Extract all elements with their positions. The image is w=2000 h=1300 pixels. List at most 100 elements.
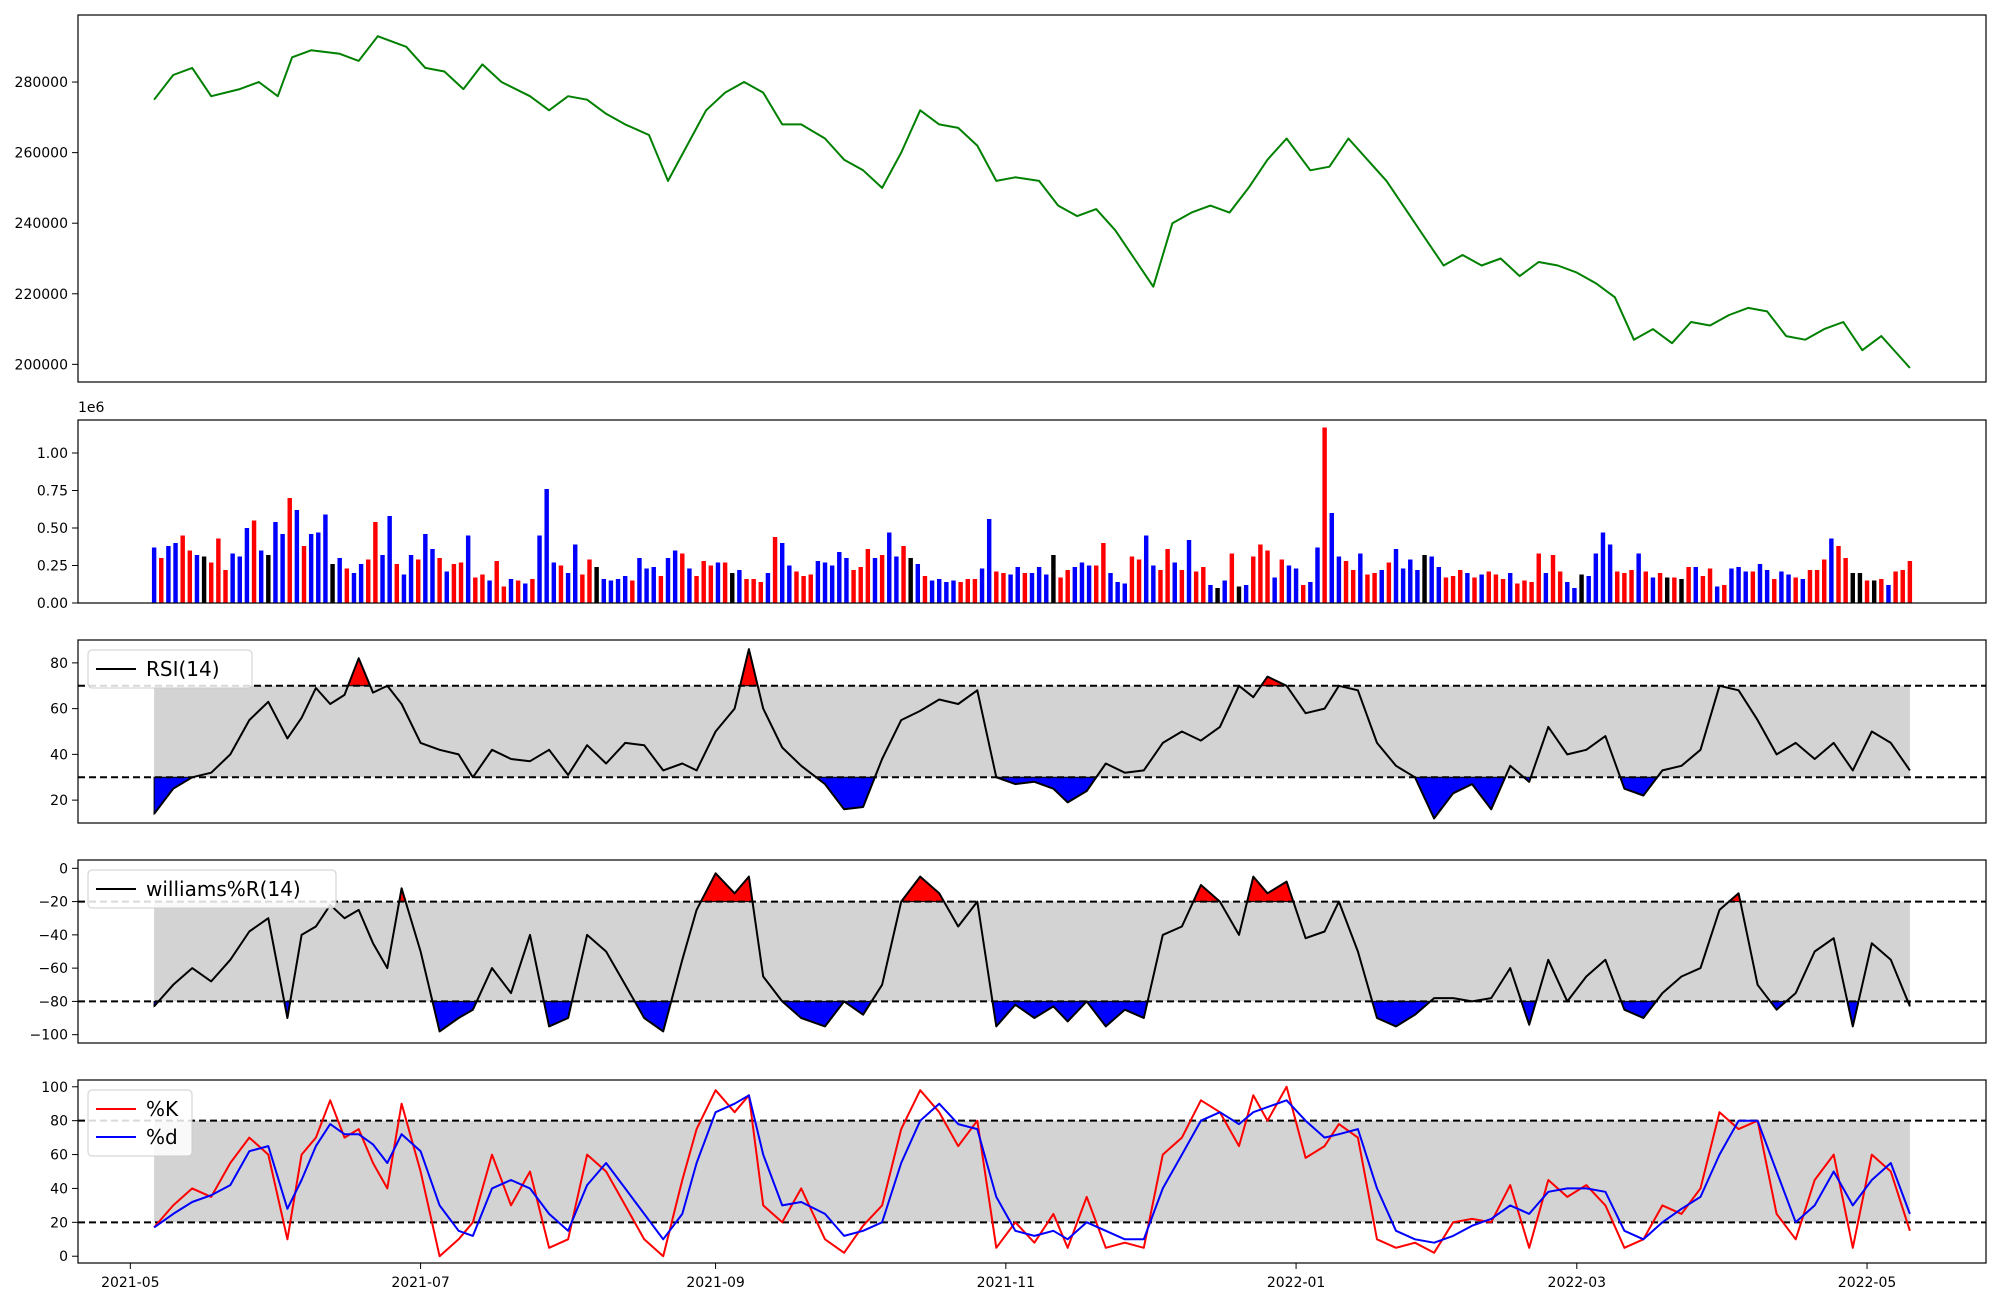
volume-bar <box>1051 555 1056 603</box>
volume-bar <box>1251 556 1256 603</box>
legend-label: williams%R(14) <box>146 877 301 901</box>
volume-bar <box>401 574 407 603</box>
volume-bar <box>508 579 514 603</box>
volume-bar <box>430 549 435 603</box>
y-tick-label: 80 <box>50 656 68 672</box>
volume-bar <box>1807 570 1813 603</box>
axes-frame <box>77 639 1987 824</box>
volume-bar <box>1179 570 1185 603</box>
volume-bar <box>1236 586 1242 603</box>
overbought-fill <box>1246 875 1294 903</box>
threshold-band <box>154 901 1910 1002</box>
volume-bar <box>1515 583 1520 603</box>
y-tick-label: 20 <box>50 793 68 809</box>
volume-bar <box>837 552 842 603</box>
volume-bar <box>1600 532 1606 603</box>
y-tick-label: 100 <box>41 1080 68 1096</box>
volume-bar <box>1036 567 1042 603</box>
volume-bar <box>1779 571 1784 603</box>
y-tick-label: 260000 <box>15 146 68 162</box>
volume-bar <box>1108 573 1113 603</box>
volume-bar <box>523 583 528 603</box>
volume-bar <box>630 580 635 603</box>
volume-bar <box>1136 559 1142 603</box>
volume-bar <box>1607 544 1613 603</box>
volume-bar <box>1550 555 1556 603</box>
volume-bar <box>1215 588 1220 603</box>
y-tick-label: 0 <box>59 1249 68 1265</box>
volume-bar <box>1822 559 1827 603</box>
volume-bar <box>1736 567 1741 603</box>
volume-bar <box>1336 556 1342 603</box>
legend <box>87 649 253 689</box>
threshold-band <box>154 1120 1910 1223</box>
volume-bar <box>308 534 314 603</box>
volume-bar <box>1286 565 1292 603</box>
volume-bar <box>1358 553 1363 603</box>
k-line <box>153 1085 1911 1258</box>
volume-bar <box>237 556 242 603</box>
volume-bar <box>687 568 692 603</box>
volume-bar <box>1272 577 1277 603</box>
volume-bar <box>1243 585 1249 603</box>
volume-bar <box>1122 583 1127 603</box>
volume-bar <box>387 516 392 603</box>
volume-bar <box>608 580 614 603</box>
y-tick-label: −80 <box>38 994 68 1010</box>
volume-bar <box>951 580 956 603</box>
y-tick-label: 240000 <box>15 216 68 232</box>
y-tick-label: 20 <box>50 1215 68 1231</box>
volume-bar <box>494 561 499 603</box>
volume-bar <box>737 570 742 603</box>
volume-bar <box>715 562 721 603</box>
volume-bar <box>587 559 592 603</box>
volume-bar <box>1557 571 1563 603</box>
williams-r-line <box>153 872 1911 1033</box>
volume-bar <box>986 519 992 603</box>
volume-bar <box>1479 574 1484 603</box>
y-tick-label: −40 <box>38 928 68 944</box>
volume-bar <box>530 579 535 603</box>
volume-bar <box>394 564 400 603</box>
y-tick-label: 40 <box>50 747 68 763</box>
volume-bar <box>415 559 421 603</box>
volume-bar <box>1072 567 1078 603</box>
volume-bar <box>708 565 714 603</box>
overbought-fill <box>347 656 371 687</box>
x-tick-label: 2022-03 <box>1548 1275 1607 1291</box>
volume-bar <box>1500 579 1506 603</box>
volume-bar <box>216 538 221 603</box>
volume-bar <box>209 562 214 603</box>
rsi-line <box>153 648 1911 820</box>
volume-bar <box>808 574 813 603</box>
volume-bar <box>1772 579 1777 603</box>
volume-bar <box>444 571 449 603</box>
volume-bar <box>658 576 664 603</box>
volume-bar <box>465 535 471 603</box>
volume-bar <box>1507 573 1513 603</box>
x-tick-label: 2021-11 <box>977 1275 1036 1291</box>
volume-bar <box>1201 567 1206 603</box>
volume-bar <box>787 565 792 603</box>
volume-bar <box>1143 535 1149 603</box>
volume-panel: 0.00 0.25 0.50 0.75 1.00 1e6 <box>37 400 1987 612</box>
legend-label: RSI(14) <box>146 657 220 681</box>
volume-bar <box>865 549 871 603</box>
volume-bar <box>337 558 342 603</box>
volume-bar <box>1322 427 1327 603</box>
volume-bar <box>1636 553 1641 603</box>
volume-bar <box>1422 555 1427 603</box>
volume-bar <box>1871 580 1877 603</box>
volume-bar <box>1622 573 1627 603</box>
volume-bar <box>373 522 378 603</box>
volume-bar <box>672 550 678 603</box>
volume-bar <box>1350 570 1356 603</box>
volume-bar <box>1793 577 1798 603</box>
volume-bar <box>366 559 371 603</box>
volume-bar <box>151 547 157 603</box>
volume-bar <box>1172 562 1177 603</box>
volume-bar <box>1857 573 1863 603</box>
volume-bar <box>1814 570 1820 603</box>
volume-bar <box>558 565 564 603</box>
